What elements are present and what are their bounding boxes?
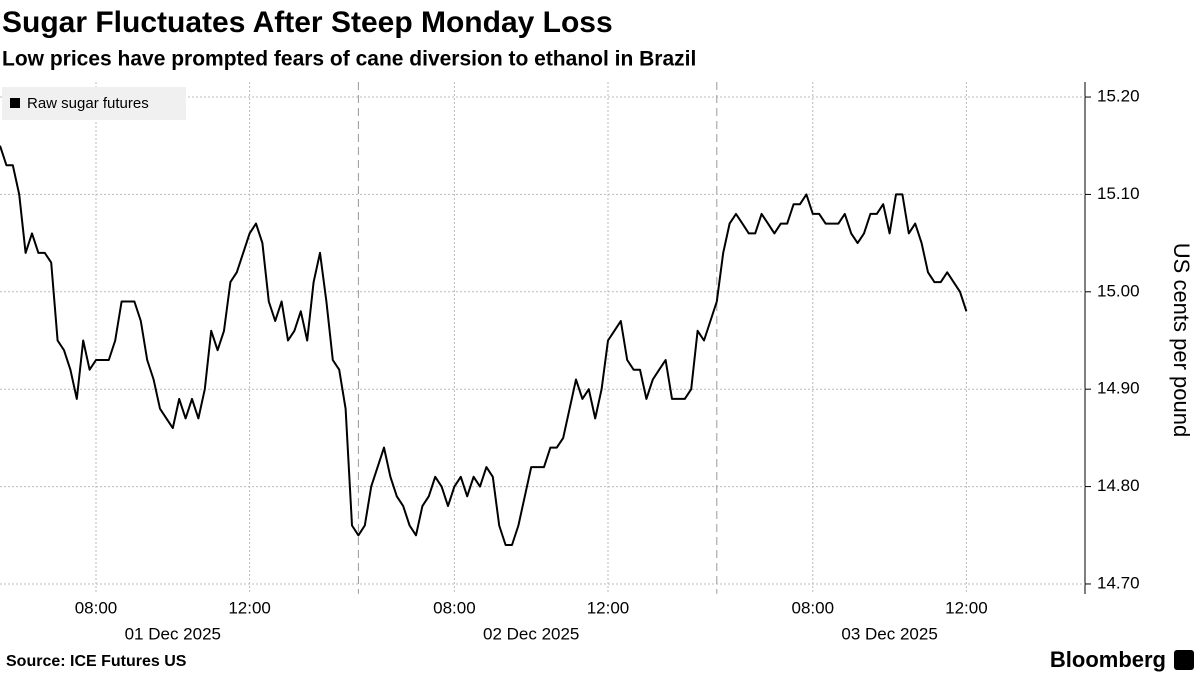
x-tick-label: 08:00 (433, 598, 476, 617)
legend-swatch (10, 98, 20, 108)
y-tick-label: 14.90 (1097, 379, 1140, 398)
chart-subtitle: Low prices have prompted fears of cane d… (2, 48, 696, 71)
y-tick-label: 15.20 (1097, 87, 1140, 106)
legend-label: Raw sugar futures (27, 95, 149, 112)
x-session-label: 03 Dec 2025 (841, 624, 937, 643)
x-session-label: 02 Dec 2025 (483, 624, 579, 643)
y-tick-label: 14.70 (1097, 573, 1140, 592)
y-tick-label: 15.00 (1097, 281, 1140, 300)
x-tick-label: 08:00 (792, 598, 835, 617)
line (0, 145, 968, 546)
y-tick-label: 15.10 (1097, 184, 1140, 203)
x-tick-label: 08:00 (75, 598, 118, 617)
chart-title: Sugar Fluctuates After Steep Monday Loss (2, 6, 613, 39)
x-tick-label: 12:00 (228, 598, 271, 617)
x-session-label: 01 Dec 2025 (125, 624, 221, 643)
x-tick-label: 12:00 (587, 598, 630, 617)
brand-icon (1174, 650, 1194, 670)
brand: Bloomberg (1050, 647, 1166, 672)
x-tick-label: 12:00 (945, 598, 988, 617)
legend-box (2, 87, 186, 120)
y-tick-label: 14.80 (1097, 476, 1140, 495)
y-axis-title: US cents per pound (1169, 243, 1194, 437)
source: Source: ICE Futures US (6, 653, 187, 670)
